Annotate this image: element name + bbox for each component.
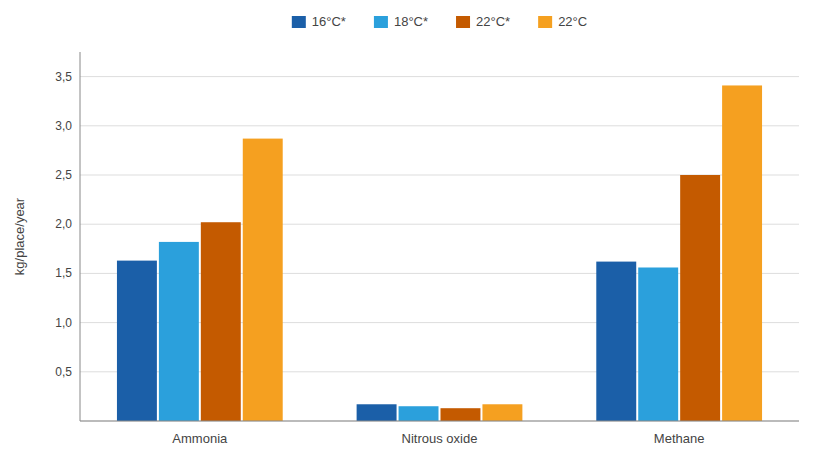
y-tick-label: 3,5 <box>55 70 72 84</box>
y-tick-label: 2,5 <box>55 168 72 182</box>
bar <box>201 222 241 421</box>
legend-label: 16°C* <box>312 14 346 29</box>
y-tick-label: 3,0 <box>55 119 72 133</box>
bar <box>482 404 522 421</box>
grid-line <box>80 125 799 126</box>
legend-label: 18°C* <box>394 14 428 29</box>
bar <box>399 406 439 421</box>
y-axis-label: kg/place/year <box>12 197 27 275</box>
chart-container: 0,5 1,0 1,5 2,0 2,5 3,0 3,5 kg/place/year Ammoni… <box>0 0 819 461</box>
bars <box>117 85 762 421</box>
legend-swatch <box>374 16 388 28</box>
bar <box>638 267 678 421</box>
legend-label: 22°C <box>558 14 587 29</box>
legend-item: 22°C* <box>456 14 510 29</box>
grid-line <box>80 421 799 422</box>
x-axis-line <box>80 421 799 422</box>
legend-swatch <box>456 16 470 28</box>
legend-swatch <box>292 16 306 28</box>
legend-item: 16°C* <box>292 14 346 29</box>
legend-label: 22°C* <box>476 14 510 29</box>
legend-item: 22°C <box>538 14 587 29</box>
x-tick-label: Nitrous oxide <box>402 431 478 446</box>
bar <box>117 261 157 421</box>
bar <box>357 404 397 421</box>
bar <box>243 139 283 421</box>
bar <box>596 262 636 421</box>
legend-item: 18°C* <box>374 14 428 29</box>
y-axis-line <box>80 52 81 421</box>
bar <box>441 408 481 421</box>
y-tick-label: 1,0 <box>55 316 72 330</box>
x-tick-label: Methane <box>654 431 705 446</box>
y-axis: 0,5 1,0 1,5 2,0 2,5 3,0 3,5 <box>55 70 799 421</box>
y-tick-label: 0,5 <box>55 365 72 379</box>
bar <box>159 242 199 421</box>
legend-swatch <box>538 16 552 28</box>
bar <box>722 85 762 421</box>
grid-line <box>80 76 799 77</box>
x-tick-label: Ammonia <box>172 431 228 446</box>
bar <box>680 175 720 421</box>
x-axis: Ammonia Nitrous oxide Methane <box>172 431 704 446</box>
y-tick-label: 2,0 <box>55 217 72 231</box>
legend: 16°C* 18°C* 22°C* 22°C <box>292 14 587 29</box>
y-tick-label: 1,5 <box>55 266 72 280</box>
chart: 0,5 1,0 1,5 2,0 2,5 3,0 3,5 kg/place/year Ammoni… <box>0 0 819 461</box>
